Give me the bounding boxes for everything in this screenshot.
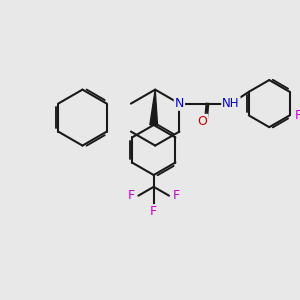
Text: NH: NH — [222, 97, 240, 110]
Polygon shape — [150, 90, 158, 125]
Text: F: F — [128, 189, 135, 202]
Text: F: F — [150, 205, 157, 218]
Text: N: N — [175, 97, 184, 110]
Text: F: F — [294, 109, 300, 122]
Text: F: F — [173, 189, 180, 202]
Text: O: O — [197, 115, 207, 128]
